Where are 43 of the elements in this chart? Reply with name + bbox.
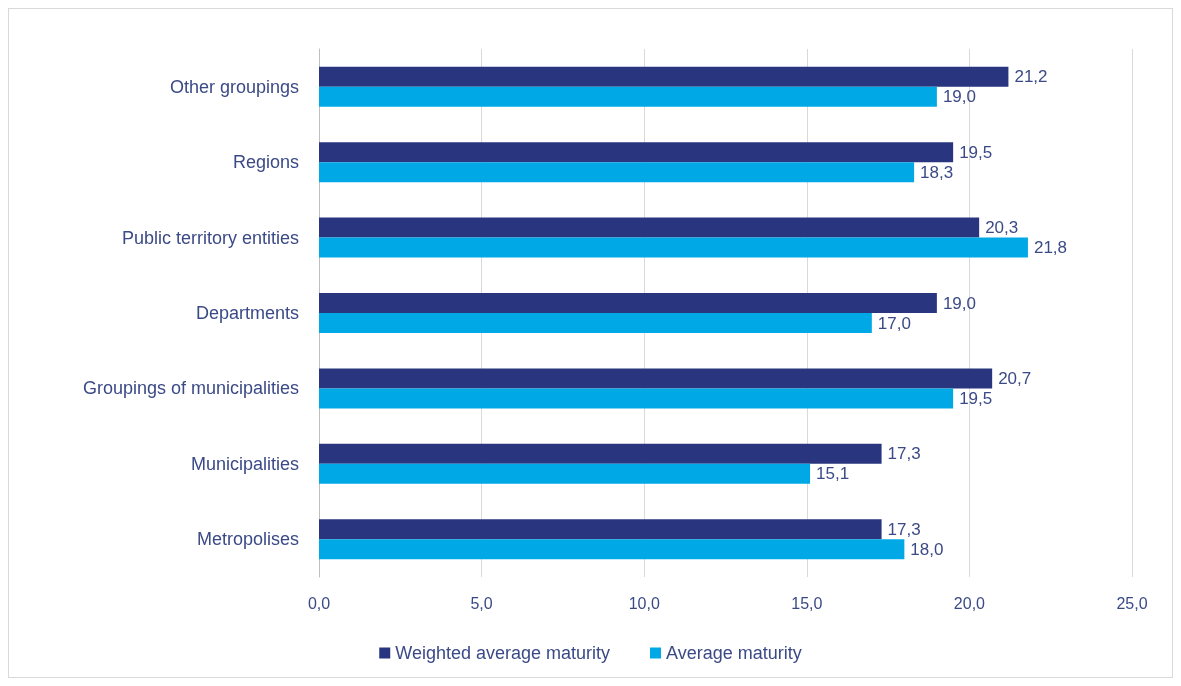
y-tick-label: Metropolises xyxy=(196,529,299,550)
bar xyxy=(319,443,882,464)
y-tick-label: Municipalities xyxy=(190,453,299,474)
data-label: 17,3 xyxy=(887,519,921,539)
data-label: 15,1 xyxy=(816,464,850,484)
data-label: 19,5 xyxy=(959,142,993,162)
data-label: 18,3 xyxy=(920,162,954,182)
data-label: 17,3 xyxy=(887,444,921,464)
data-label: 21,8 xyxy=(1033,238,1068,258)
x-tick-label: 15,0 xyxy=(791,594,823,612)
bar xyxy=(319,237,1028,258)
data-label: 19,0 xyxy=(942,293,976,313)
x-tick-label: 25,0 xyxy=(1116,594,1148,612)
legend-label: Average maturity xyxy=(666,643,802,663)
data-label: 20,3 xyxy=(985,218,1019,238)
x-tick-label: 5,0 xyxy=(470,594,493,612)
bar xyxy=(319,368,993,389)
legend-label: Weighted average maturity xyxy=(395,643,611,663)
bar xyxy=(319,86,937,107)
bar xyxy=(319,66,1009,87)
data-label: 17,0 xyxy=(877,313,911,333)
data-label: 20,7 xyxy=(998,368,1032,388)
bar xyxy=(319,142,954,163)
x-tick-label: 20,0 xyxy=(953,594,986,612)
data-label: 21,2 xyxy=(1014,67,1048,87)
data-label: 19,5 xyxy=(959,388,993,408)
bar xyxy=(319,463,811,484)
bar xyxy=(319,388,954,409)
bar xyxy=(319,162,915,183)
bar xyxy=(319,519,882,540)
x-tick-label: 10,0 xyxy=(628,594,660,612)
bar xyxy=(319,539,905,560)
y-tick-label: Other groupings xyxy=(169,76,299,97)
y-tick-label: Public territory entities xyxy=(121,227,299,248)
y-tick-label: Groupings of municipalities xyxy=(82,378,299,399)
bar xyxy=(319,313,872,333)
data-label: 19,0 xyxy=(942,87,976,107)
bar xyxy=(319,293,937,313)
bar xyxy=(319,217,980,238)
data-label: 18,0 xyxy=(910,539,944,559)
x-tick-label: 0,0 xyxy=(307,594,331,612)
y-tick-label: Regions xyxy=(232,152,299,173)
y-tick-label: Departments xyxy=(195,303,299,323)
